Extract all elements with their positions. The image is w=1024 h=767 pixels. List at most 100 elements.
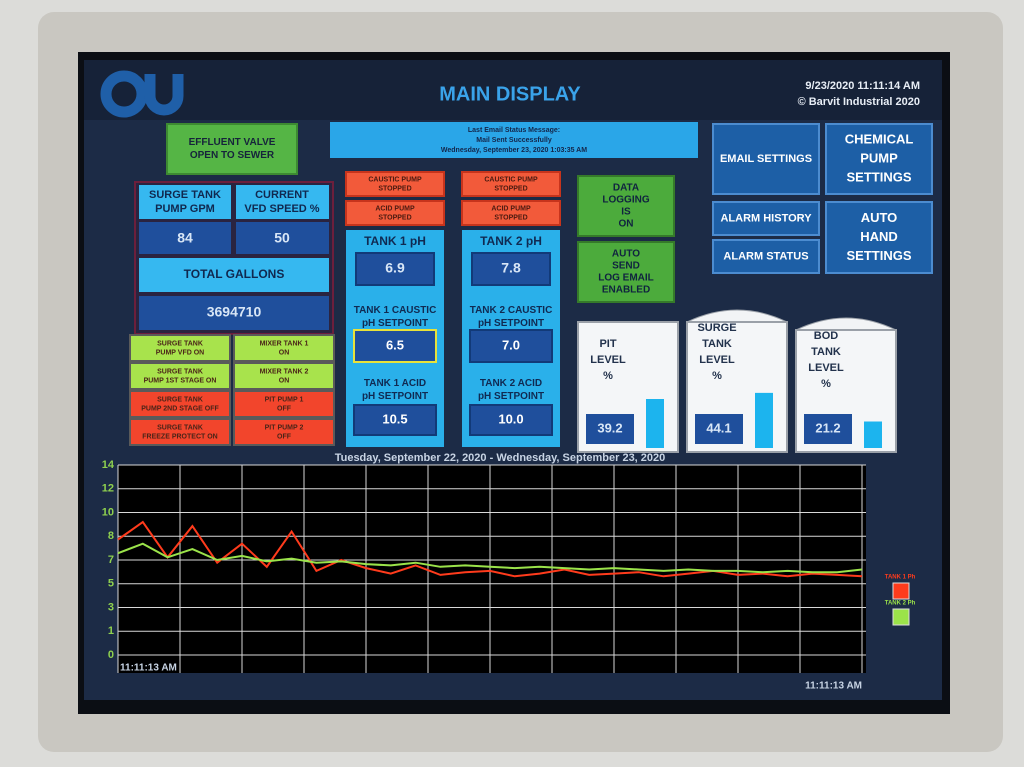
status-light-text: SURGE TANK — [157, 368, 203, 375]
gpm-value: 84 — [177, 230, 193, 246]
level-label: TANK — [811, 346, 841, 358]
button-label: SETTINGS — [846, 169, 911, 184]
level-label: TANK — [702, 338, 732, 350]
button-label: ALARM STATUS — [723, 250, 808, 262]
y-tick-label: 5 — [108, 578, 114, 590]
logging-text: AUTO — [612, 249, 640, 260]
status-light-text: MIXER TANK 2 — [260, 368, 309, 375]
logging-text: IS — [621, 207, 631, 218]
email-status — [330, 122, 698, 158]
acid-setpoint-cell[interactable] — [469, 404, 553, 436]
button[interactable] — [712, 239, 820, 274]
button[interactable] — [712, 123, 820, 195]
datetime: 9/23/2020 11:11:14 AM — [805, 80, 920, 92]
caustic-pump-text: CAUSTIC PUMP — [484, 176, 538, 183]
acid-setpoint-label: pH SETPOINT — [362, 391, 428, 402]
button[interactable] — [712, 201, 820, 236]
y-tick-label: 8 — [108, 530, 114, 542]
y-tick-label: 1 — [108, 625, 114, 637]
y-tick-label: 14 — [102, 459, 115, 471]
level-value: 39.2 — [597, 420, 622, 435]
caustic-setpoint-cell[interactable] — [469, 329, 553, 363]
level-label: BOD — [814, 330, 839, 342]
dynamic-content: Last Email Status Message: Mail Sent Succ… — [102, 122, 933, 692]
caustic-pump-status — [345, 171, 445, 197]
vfd-label: VFD SPEED % — [244, 203, 319, 215]
level-value: 44.1 — [706, 420, 731, 435]
button-label: PUMP — [860, 150, 898, 165]
caustic-setpoint-label: TANK 2 CAUSTIC — [470, 305, 553, 316]
acid-setpoint-label: TANK 2 ACID — [480, 378, 542, 389]
acid-pump-text: ACID PUMP — [491, 205, 531, 212]
vfd-value-cell — [236, 222, 329, 254]
button[interactable] — [825, 201, 933, 274]
y-tick-label: 0 — [108, 649, 114, 661]
caustic-setpoint-label: pH SETPOINT — [362, 318, 428, 329]
logging-text: SEND — [612, 261, 640, 272]
status-light-text: ON — [279, 377, 290, 384]
caustic-pump-text: STOPPED — [494, 185, 527, 192]
status-light — [233, 362, 335, 390]
button[interactable] — [825, 123, 933, 195]
x-start-label: 11:11:13 AM — [120, 663, 177, 674]
total-value: 3694710 — [207, 304, 262, 320]
legend-swatch — [892, 582, 910, 600]
legend-label: TANK 2 Ph — [885, 601, 916, 607]
level-bar — [646, 399, 664, 448]
caustic-setpoint-value: 6.5 — [386, 337, 404, 352]
legend-swatch — [892, 608, 910, 626]
level-label: SURGE — [697, 322, 736, 334]
x-end-label: 11:11:13 AM — [805, 681, 862, 692]
effluent-valve — [166, 123, 298, 175]
level-label: PIT — [599, 338, 616, 350]
status-light — [233, 418, 335, 446]
level-bar — [864, 421, 882, 448]
status-light — [129, 362, 231, 390]
status-light-text: OFF — [277, 405, 292, 412]
acid-setpoint-label: pH SETPOINT — [478, 391, 544, 402]
email-status-text: Mail Sent Successfully — [476, 137, 552, 144]
tank-dome — [686, 309, 788, 323]
trend-plot — [118, 465, 866, 673]
trend-line — [117, 520, 863, 578]
status-light — [233, 390, 335, 418]
logging-text: ON — [619, 219, 634, 230]
email-status-text: Wednesday, September 23, 2020 1:03:35 AM — [441, 147, 587, 154]
ph-label: TANK 2 pH — [480, 234, 542, 248]
logo-ring — [100, 70, 148, 118]
level-value-cell — [586, 414, 634, 444]
total-label-cell — [139, 258, 329, 292]
status-light-text: SURGE TANK — [157, 340, 203, 347]
ph-value: 7.8 — [501, 260, 521, 276]
status-light-text: PIT PUMP 2 — [265, 424, 304, 431]
trend-line — [117, 542, 863, 574]
caustic-pump-text: CAUSTIC PUMP — [368, 176, 422, 183]
status-light-text: ON — [279, 349, 290, 356]
tank-dome — [795, 317, 897, 331]
y-tick-label: 7 — [108, 554, 114, 566]
acid-setpoint-cell[interactable] — [353, 404, 437, 436]
level-label: % — [712, 370, 722, 382]
caustic-setpoint-label: TANK 1 CAUSTIC — [354, 305, 437, 316]
status-light-text: PUMP VFD ON — [156, 349, 205, 356]
caustic-setpoint-label: pH SETPOINT — [478, 318, 544, 329]
status-light-text: PIT PUMP 1 — [265, 396, 304, 403]
caustic-setpoint-cell[interactable] — [353, 329, 437, 363]
y-tick-label: 12 — [102, 483, 114, 495]
button-label: SETTINGS — [846, 248, 911, 263]
status-light-text: PUMP 2ND STAGE OFF — [141, 405, 219, 412]
logging-status — [577, 175, 675, 237]
caustic-setpoint-value: 7.0 — [502, 337, 520, 352]
ph-value-cell — [355, 252, 435, 286]
status-light-text: SURGE TANK — [157, 424, 203, 431]
level-label: LEVEL — [808, 362, 844, 374]
level-value-cell — [695, 414, 743, 444]
status-light — [233, 334, 335, 362]
logging-text: ENABLED — [602, 285, 650, 296]
ph-label: TANK 1 pH — [364, 234, 426, 248]
ph-value-cell — [471, 252, 551, 286]
logo-u — [144, 74, 184, 116]
acid-pump-status — [461, 200, 561, 226]
